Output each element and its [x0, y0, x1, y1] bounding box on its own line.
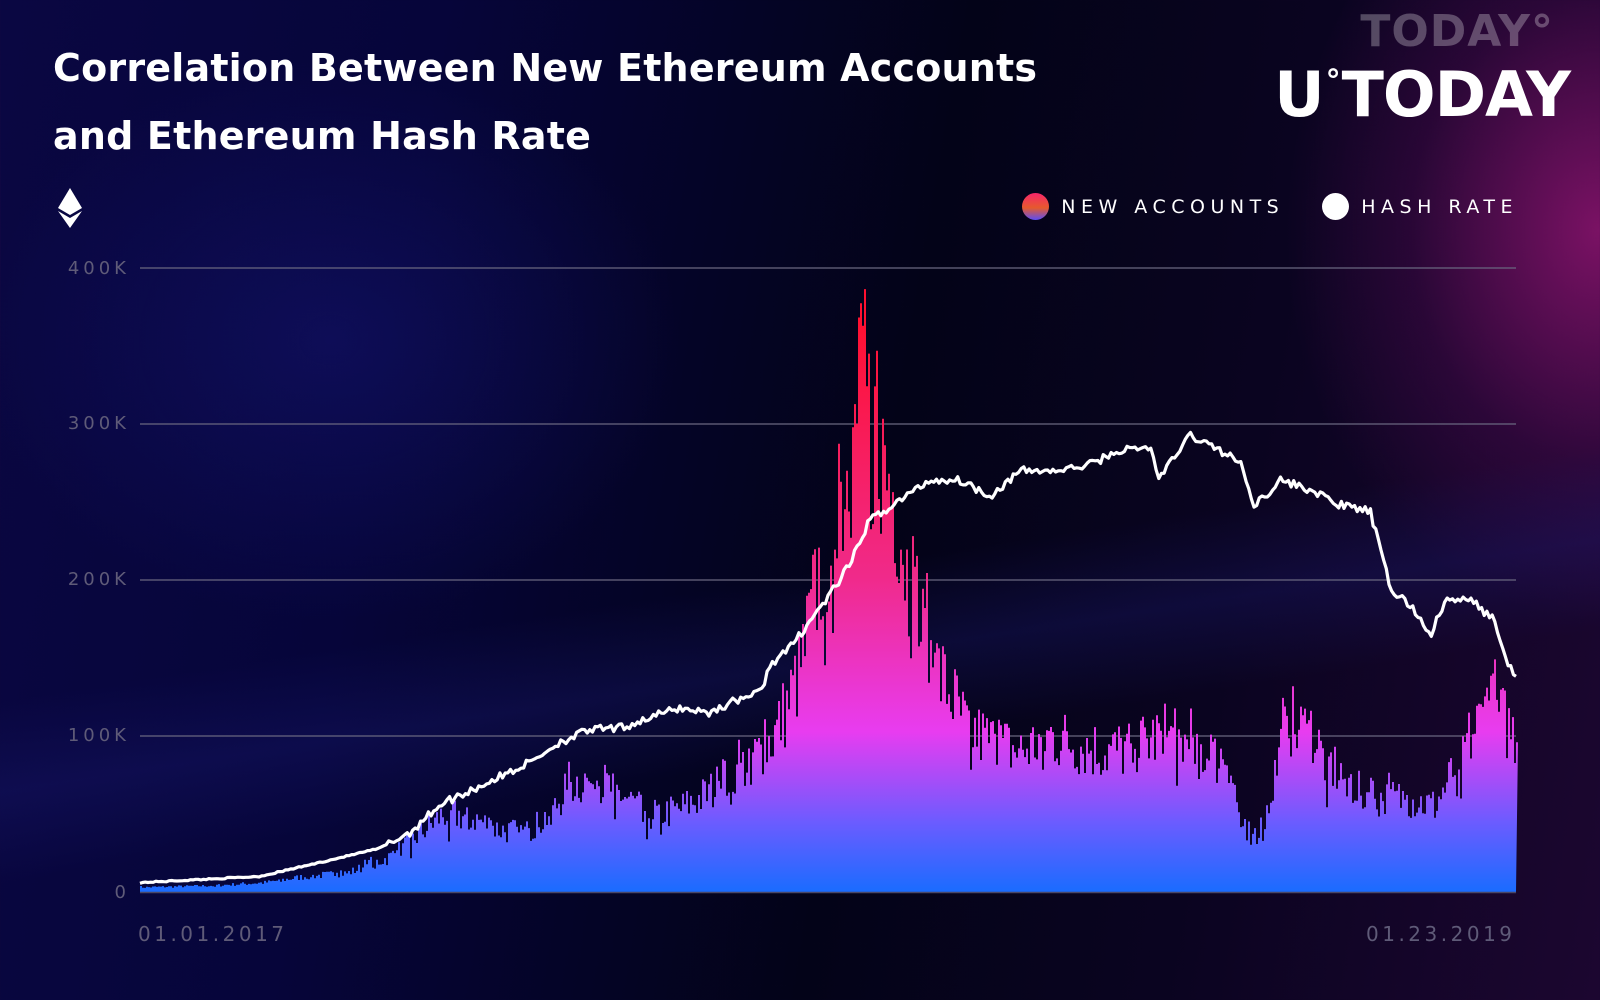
legend-label-hash-rate: HASH RATE [1361, 195, 1518, 218]
logo-degree: ° [1325, 64, 1341, 99]
legend-item-hash-rate: HASH RATE [1322, 193, 1518, 220]
x-label-end: 01.23.2019 [1366, 922, 1516, 946]
y-tick-100k: 100K [67, 725, 130, 746]
legend-label-new-accounts: NEW ACCOUNTS [1061, 195, 1285, 218]
logo-ghost-text: TODAY° [1360, 6, 1554, 57]
y-tick-400k: 400K [67, 258, 130, 279]
logo-u: U [1274, 58, 1324, 131]
gradient-dot-icon [1022, 193, 1050, 220]
new-accounts-bars [140, 289, 1518, 894]
utoday-logo: U°TODAY [1274, 58, 1571, 131]
y-tick-300k: 300K [67, 413, 130, 434]
white-dot-icon [1322, 193, 1350, 220]
page-title: Correlation Between New Ethereum Account… [53, 34, 1037, 170]
legend-item-new-accounts: NEW ACCOUNTS [1022, 193, 1284, 220]
x-label-start: 01.01.2017 [138, 922, 288, 946]
ethereum-icon [58, 188, 82, 228]
chart-legend: NEW ACCOUNTS HASH RATE [984, 193, 1518, 220]
hash-rate-line [139, 430, 1517, 885]
title-line-1: Correlation Between New Ethereum Account… [53, 46, 1038, 90]
title-line-2: and Ethereum Hash Rate [53, 114, 592, 158]
logo-text: TODAY [1341, 58, 1571, 131]
y-tick-200k: 200K [67, 569, 130, 590]
y-tick-0: 0 [114, 882, 130, 903]
new-accounts-area [140, 289, 1518, 893]
